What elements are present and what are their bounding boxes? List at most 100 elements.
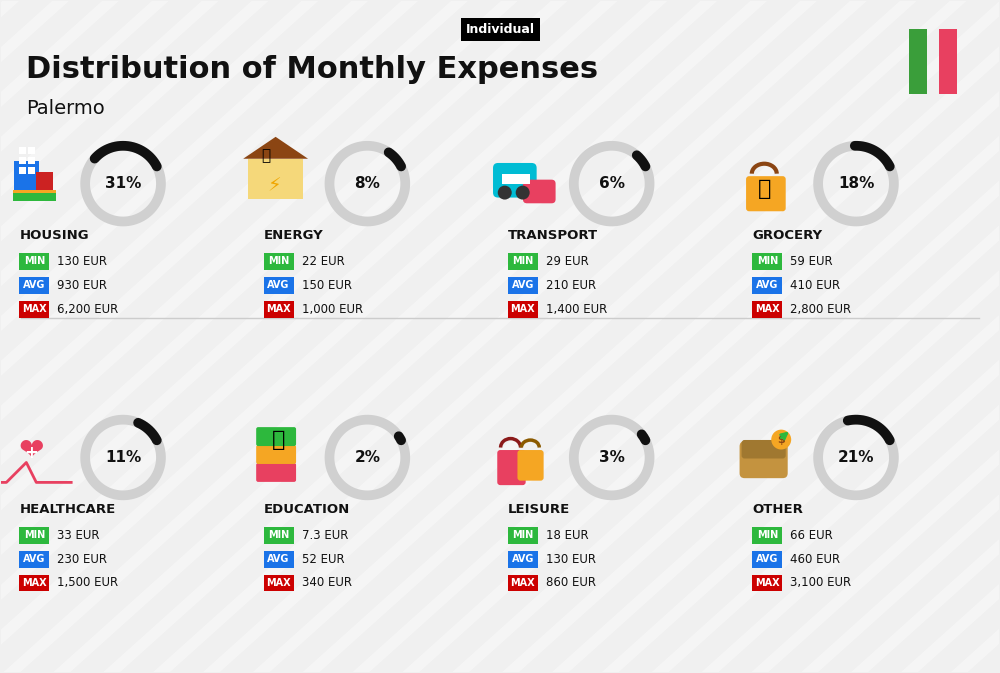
Text: TRANSPORT: TRANSPORT [508, 229, 598, 242]
Text: ⚡: ⚡ [268, 176, 282, 195]
FancyBboxPatch shape [909, 29, 927, 94]
FancyBboxPatch shape [508, 575, 538, 592]
Text: 210 EUR: 210 EUR [546, 279, 596, 291]
FancyBboxPatch shape [508, 277, 538, 293]
Bar [36, 172, 53, 195]
FancyBboxPatch shape [740, 441, 788, 478]
Text: 340 EUR: 340 EUR [302, 577, 352, 590]
FancyBboxPatch shape [264, 527, 294, 544]
Text: 🔌: 🔌 [261, 148, 270, 164]
Text: ENERGY: ENERGY [264, 229, 323, 242]
Text: MAX: MAX [511, 578, 535, 588]
Text: 3%: 3% [599, 450, 625, 465]
Text: 🥬: 🥬 [758, 178, 771, 199]
Text: AVG: AVG [267, 280, 290, 290]
Text: MIN: MIN [268, 530, 289, 540]
FancyBboxPatch shape [508, 551, 538, 567]
Text: 460 EUR: 460 EUR [790, 553, 840, 565]
Text: 6,200 EUR: 6,200 EUR [57, 303, 118, 316]
Text: EDUCATION: EDUCATION [264, 503, 350, 516]
Bar [13, 192, 56, 201]
Text: 🎓: 🎓 [272, 429, 285, 450]
Text: 18%: 18% [838, 176, 874, 191]
FancyBboxPatch shape [523, 180, 556, 203]
FancyBboxPatch shape [517, 450, 544, 481]
Bar [248, 159, 303, 199]
FancyBboxPatch shape [19, 527, 49, 544]
Text: MIN: MIN [757, 256, 778, 267]
Bar [13, 190, 56, 197]
FancyBboxPatch shape [264, 575, 294, 592]
Text: 66 EUR: 66 EUR [790, 529, 833, 542]
Text: MAX: MAX [266, 304, 291, 314]
Text: 130 EUR: 130 EUR [546, 553, 596, 565]
Text: MIN: MIN [24, 530, 45, 540]
FancyBboxPatch shape [264, 253, 294, 270]
Text: AVG: AVG [512, 280, 534, 290]
FancyBboxPatch shape [264, 551, 294, 567]
Text: HEALTHCARE: HEALTHCARE [19, 503, 116, 516]
Text: AVG: AVG [23, 280, 45, 290]
FancyBboxPatch shape [264, 301, 294, 318]
FancyBboxPatch shape [19, 277, 49, 293]
Text: 230 EUR: 230 EUR [57, 553, 107, 565]
Text: 31%: 31% [105, 176, 141, 191]
FancyBboxPatch shape [752, 301, 782, 318]
Text: 150 EUR: 150 EUR [302, 279, 352, 291]
Text: 860 EUR: 860 EUR [546, 577, 596, 590]
Bar [19, 147, 26, 153]
FancyBboxPatch shape [497, 450, 526, 485]
Bar [19, 157, 26, 164]
Text: OTHER: OTHER [752, 503, 803, 516]
Text: AVG: AVG [756, 554, 778, 564]
Text: MIN: MIN [512, 530, 534, 540]
Text: Palermo: Palermo [26, 100, 105, 118]
Circle shape [516, 186, 530, 200]
Bar [28, 167, 35, 174]
Text: AVG: AVG [23, 554, 45, 564]
FancyBboxPatch shape [752, 575, 782, 592]
FancyBboxPatch shape [939, 29, 957, 94]
FancyBboxPatch shape [752, 253, 782, 270]
Text: MAX: MAX [266, 578, 291, 588]
FancyBboxPatch shape [508, 527, 538, 544]
FancyBboxPatch shape [19, 551, 49, 567]
Text: 6%: 6% [599, 176, 625, 191]
Bar [28, 157, 35, 164]
Text: 59 EUR: 59 EUR [790, 255, 833, 268]
Text: 33 EUR: 33 EUR [57, 529, 100, 542]
Text: MAX: MAX [22, 578, 47, 588]
Text: MAX: MAX [755, 304, 780, 314]
Text: ❤: ❤ [19, 438, 44, 467]
FancyBboxPatch shape [256, 463, 296, 482]
Circle shape [498, 186, 512, 200]
Text: 8%: 8% [354, 176, 380, 191]
Text: 1,000 EUR: 1,000 EUR [302, 303, 363, 316]
Text: MAX: MAX [511, 304, 535, 314]
Bar [520, 174, 530, 184]
Text: 930 EUR: 930 EUR [57, 279, 107, 291]
Text: MAX: MAX [22, 304, 47, 314]
FancyBboxPatch shape [508, 301, 538, 318]
Text: MAX: MAX [755, 578, 780, 588]
Text: 1,400 EUR: 1,400 EUR [546, 303, 607, 316]
Text: 2,800 EUR: 2,800 EUR [790, 303, 851, 316]
FancyBboxPatch shape [19, 575, 49, 592]
Text: 21%: 21% [838, 450, 874, 465]
Text: Distribution of Monthly Expenses: Distribution of Monthly Expenses [26, 55, 598, 83]
Text: MIN: MIN [512, 256, 534, 267]
FancyBboxPatch shape [19, 301, 49, 318]
FancyBboxPatch shape [752, 527, 782, 544]
Polygon shape [243, 137, 308, 159]
Bar [502, 174, 512, 184]
Text: 11%: 11% [105, 450, 141, 465]
Text: 2%: 2% [354, 450, 380, 465]
FancyBboxPatch shape [264, 277, 294, 293]
FancyBboxPatch shape [752, 551, 782, 567]
Text: HOUSING: HOUSING [19, 229, 89, 242]
Text: +: + [24, 444, 38, 462]
Bar [511, 174, 521, 184]
Bar [28, 147, 35, 153]
FancyBboxPatch shape [742, 440, 786, 458]
Text: 18 EUR: 18 EUR [546, 529, 588, 542]
